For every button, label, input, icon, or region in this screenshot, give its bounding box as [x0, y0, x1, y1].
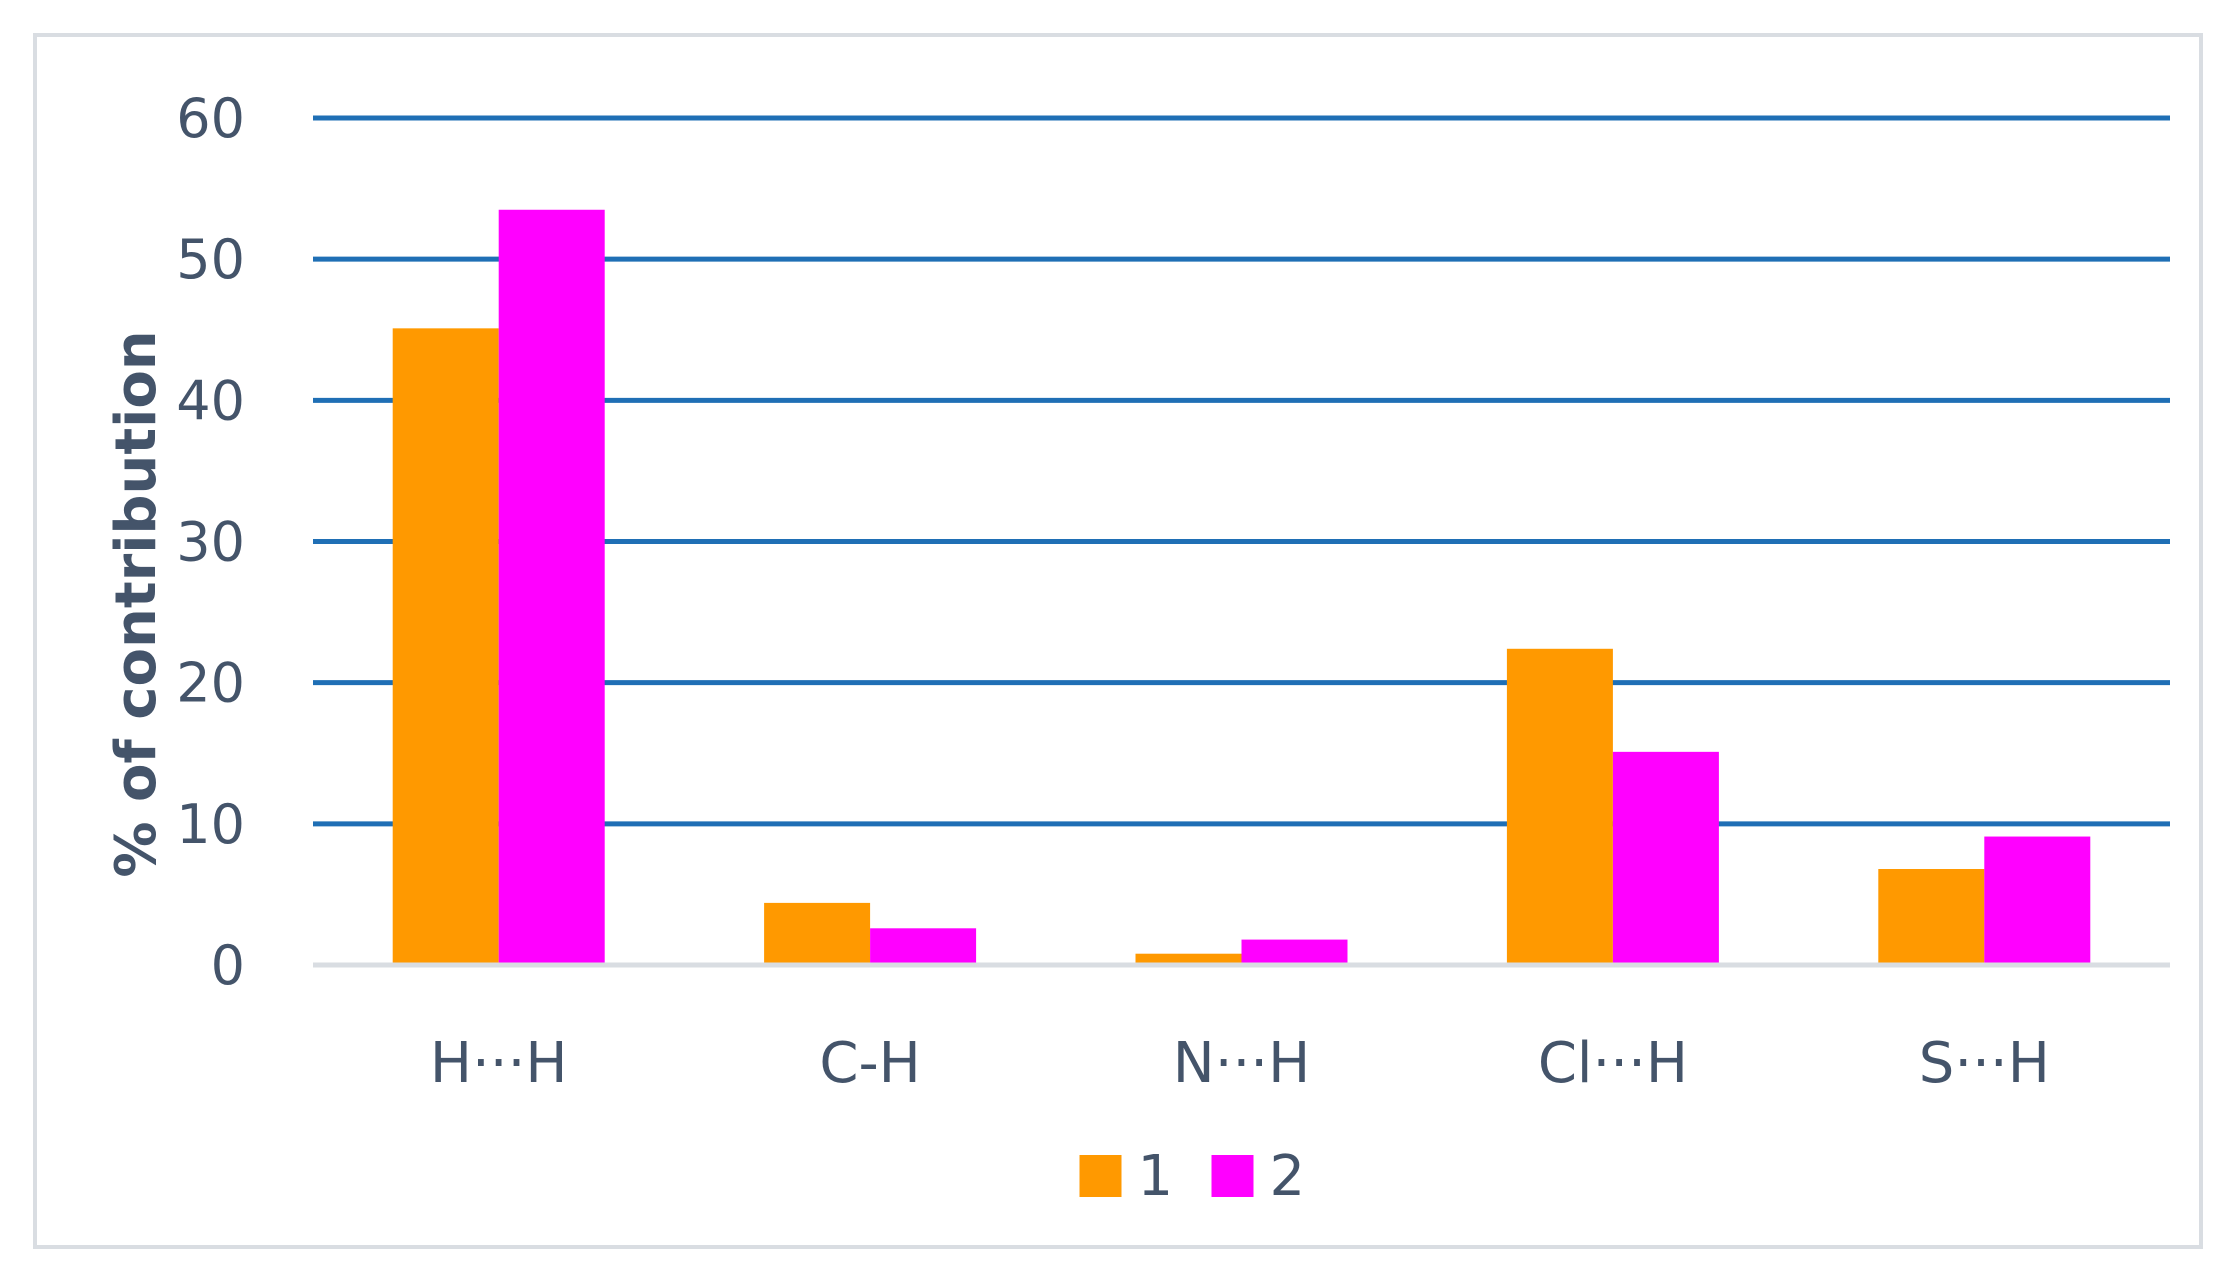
- legend-swatch: [1079, 1155, 1122, 1197]
- x-tick-label: N···H: [1173, 1031, 1310, 1096]
- bar: [1135, 953, 1242, 965]
- y-tick-label: 20: [176, 652, 245, 715]
- bar: [1984, 836, 2091, 965]
- axes: 0 10 20 30 40 50 60 H···H C-H N···H Cl···H S···H: [176, 87, 2170, 1096]
- bar: [1241, 939, 1348, 965]
- y-tick-label: 40: [176, 369, 245, 432]
- bar: [392, 328, 499, 965]
- gridlines: [313, 115, 2170, 827]
- y-tick-label: 50: [176, 228, 245, 291]
- x-tick-label: Cl···H: [1538, 1031, 1688, 1096]
- legend-swatch: [1211, 1155, 1254, 1197]
- bar: [1878, 869, 1985, 965]
- bar: [764, 902, 871, 965]
- y-axis-title: % of contribution: [104, 330, 169, 877]
- y-tick-label: 0: [211, 934, 245, 997]
- legend-label: 2: [1270, 1144, 1306, 1209]
- y-tick-label: 10: [176, 793, 245, 856]
- x-tick-label: C-H: [819, 1031, 920, 1096]
- bar: [870, 928, 977, 965]
- bars: [392, 209, 2091, 966]
- bar: [1506, 648, 1613, 965]
- x-tick-label: S···H: [1919, 1031, 2050, 1096]
- x-tick-label: H···H: [430, 1031, 568, 1096]
- y-tick-label: 60: [176, 87, 245, 150]
- legend-label: 1: [1138, 1144, 1174, 1209]
- y-tick-label: 30: [176, 511, 245, 574]
- bar: [1612, 751, 1719, 965]
- bar: [498, 209, 605, 966]
